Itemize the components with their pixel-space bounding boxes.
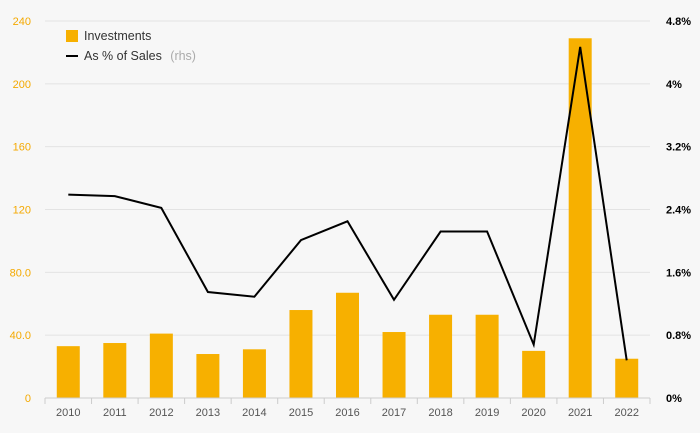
bar-series-investments [56, 38, 639, 398]
y-left-tick-label: 120 [13, 205, 31, 217]
bar-2018 [429, 314, 453, 398]
bar-2010 [56, 346, 80, 398]
x-tick-label-2014: 2014 [242, 407, 266, 419]
bar-2017 [382, 332, 406, 398]
legend-label-sales-pct: As % of Sales (rhs) [84, 47, 196, 64]
x-tick-label-2020: 2020 [521, 407, 545, 419]
y-right-tick-label: 0% [666, 393, 682, 405]
x-tick-label-2021: 2021 [568, 407, 592, 419]
x-axis: 2010 2011 2012 2013 2014 2015 2016 2017 2018 2019… [44, 397, 651, 419]
grid-lines [45, 20, 650, 336]
bar-2012 [149, 333, 173, 398]
y-right-tick-label: 0.8% [666, 330, 691, 342]
x-tick-label-2016: 2016 [335, 407, 359, 419]
bar-2020 [522, 350, 546, 398]
y-left-tick-label: 80.0 [10, 267, 31, 279]
line-series-sales-pct [68, 46, 628, 361]
x-tick-label-2013: 2013 [196, 407, 220, 419]
x-tick-label-2022: 2022 [614, 407, 638, 419]
y-right-tick-label: 1.6% [666, 267, 691, 279]
legend: Investments As % of Sales (rhs) [66, 29, 196, 64]
y-left-tick-label: 160 [13, 142, 31, 154]
y-left-tick-label: 240 [13, 16, 31, 28]
y-right-tick-label: 2.4% [666, 205, 691, 217]
legend-label-sales-pct-name: As % of Sales [84, 49, 162, 63]
bar-2016 [336, 292, 359, 398]
y-axis-right: 0% 0.8% 1.6% 2.4% 3.2% 4% 4.8% [666, 16, 691, 405]
y-right-tick-label: 4% [666, 79, 682, 91]
bar-2021 [568, 38, 592, 398]
legend-label-investments: Investments [84, 29, 151, 43]
x-tick-label-2012: 2012 [149, 407, 173, 419]
legend-label-sales-pct-note: (rhs) [170, 49, 196, 63]
y-left-tick-label: 40.0 [10, 330, 31, 342]
x-tick-label-2017: 2017 [382, 407, 406, 419]
y-right-tick-label: 3.2% [666, 142, 691, 154]
x-tick-label-2010: 2010 [56, 407, 80, 419]
bar-2014 [242, 349, 266, 398]
y-left-tick-label: 0 [25, 393, 31, 405]
y-axis-left: 0 40.0 80.0 120 160 200 240 [10, 16, 31, 405]
y-left-tick-label: 200 [13, 79, 31, 91]
x-tick-label-2018: 2018 [428, 407, 452, 419]
bar-2015 [289, 310, 313, 398]
bar-2011 [103, 343, 127, 398]
y-right-tick-label: 4.8% [666, 16, 691, 28]
x-tick-label-2011: 2011 [103, 407, 127, 419]
x-tick-label-2019: 2019 [475, 407, 499, 419]
bar-2022 [615, 358, 639, 398]
bar-2013 [196, 354, 220, 398]
legend-swatch-investments [66, 30, 78, 42]
x-tick-label-2015: 2015 [289, 407, 313, 419]
bar-2019 [475, 314, 499, 398]
